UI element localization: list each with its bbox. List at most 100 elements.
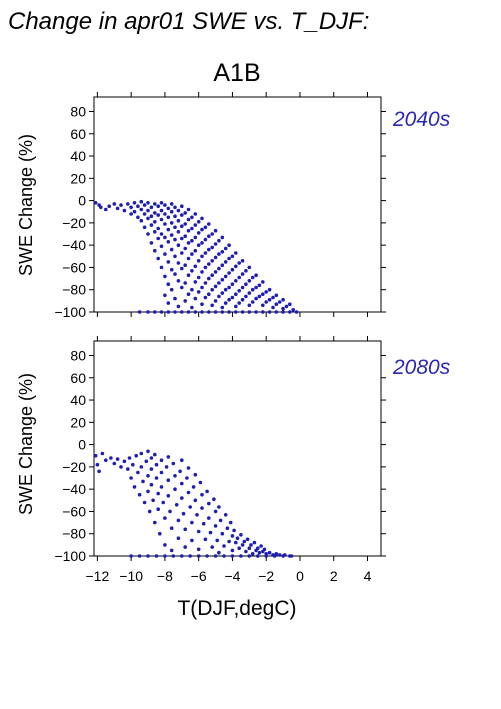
data-point	[166, 282, 171, 287]
y-tick-label: 40	[70, 148, 86, 164]
data-point	[153, 310, 157, 314]
data-point	[176, 518, 181, 523]
data-point	[176, 261, 181, 265]
data-point	[159, 310, 164, 314]
data-point	[267, 550, 272, 555]
data-point	[247, 546, 252, 550]
data-point	[203, 225, 208, 230]
data-point	[173, 225, 177, 230]
data-point	[244, 269, 248, 273]
data-point	[196, 259, 201, 263]
data-point	[146, 201, 150, 205]
data-point	[288, 302, 292, 307]
data-point	[200, 492, 204, 497]
data-point	[207, 234, 211, 238]
data-point	[129, 554, 133, 558]
data-point	[213, 255, 218, 260]
data-point	[183, 281, 187, 285]
data-point	[247, 265, 252, 270]
data-point	[159, 458, 164, 463]
data-point	[186, 228, 191, 233]
y-tick-label: 60	[70, 126, 86, 142]
data-point	[200, 310, 204, 314]
data-point	[136, 470, 140, 475]
data-point	[186, 273, 191, 278]
data-point	[132, 485, 137, 489]
data-point	[134, 453, 138, 458]
y-tick-label: 20	[70, 170, 86, 186]
data-point	[107, 204, 111, 208]
y-tick-label: −20	[62, 215, 86, 231]
data-point	[163, 212, 167, 216]
data-point	[153, 230, 157, 234]
data-point	[173, 296, 177, 301]
data-point	[173, 272, 177, 276]
x-tick-label: 0	[296, 568, 304, 584]
data-point	[252, 540, 257, 545]
data-point	[217, 238, 221, 243]
data-point	[227, 539, 231, 544]
data-point	[264, 290, 269, 294]
data-point	[136, 204, 140, 208]
data-point	[213, 242, 218, 246]
data-point	[203, 295, 208, 300]
data-point	[163, 543, 167, 547]
data-point	[139, 218, 144, 223]
data-point	[97, 469, 101, 474]
y-tick-label: −60	[62, 259, 86, 275]
data-point	[190, 538, 194, 543]
data-point	[166, 478, 171, 483]
data-point	[291, 308, 296, 312]
data-point	[222, 544, 226, 548]
data-point	[220, 263, 225, 268]
data-point	[156, 256, 160, 261]
data-point	[220, 250, 225, 254]
data-point	[146, 232, 150, 236]
data-point	[137, 554, 142, 558]
data-point	[193, 223, 198, 227]
data-point	[240, 259, 245, 263]
data-point	[274, 293, 279, 298]
data-point	[146, 474, 150, 478]
data-point	[227, 256, 231, 261]
data-point	[200, 216, 204, 221]
data-point	[223, 287, 228, 292]
data-point	[227, 285, 231, 290]
data-point	[228, 520, 233, 525]
data-point	[220, 531, 225, 536]
data-point	[193, 280, 198, 284]
data-point	[203, 537, 208, 542]
data-point	[234, 304, 238, 309]
data-point	[154, 476, 159, 480]
data-point	[176, 243, 181, 247]
data-point	[104, 207, 108, 212]
data-point	[159, 201, 164, 205]
data-point	[213, 509, 218, 514]
y-tick-label: −40	[62, 481, 86, 497]
data-point	[207, 310, 211, 314]
data-point	[237, 261, 241, 265]
data-point	[168, 509, 172, 514]
y-tick-label: −20	[62, 459, 86, 475]
data-point	[142, 212, 147, 216]
data-point	[203, 281, 208, 285]
data-point	[217, 281, 221, 285]
data-point	[146, 310, 150, 314]
data-point	[129, 212, 133, 216]
data-point	[227, 310, 231, 314]
data-point	[122, 459, 127, 464]
data-point	[196, 529, 201, 534]
data-point	[193, 264, 198, 269]
data-point	[180, 236, 184, 241]
data-point	[163, 274, 167, 279]
data-point	[183, 263, 187, 268]
data-point	[153, 202, 157, 206]
data-point	[163, 554, 167, 558]
data-point	[147, 509, 152, 514]
data-point	[173, 474, 177, 478]
data-point	[190, 287, 194, 292]
data-point	[99, 205, 103, 210]
data-point	[166, 455, 171, 459]
data-point	[254, 310, 258, 314]
